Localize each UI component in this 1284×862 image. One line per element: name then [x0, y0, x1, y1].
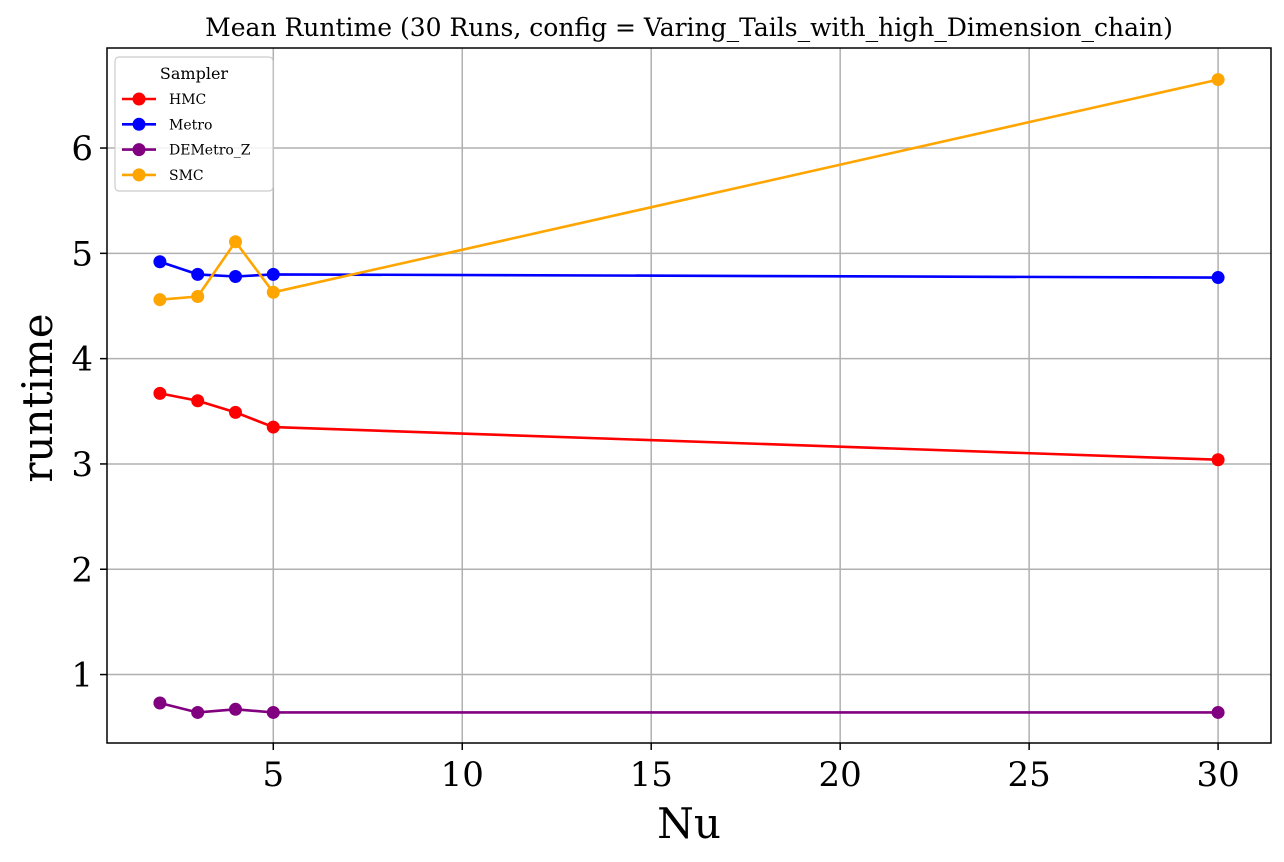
legend-marker-metro — [132, 117, 146, 131]
x-axis-ticks: 5 10 15 20 25 30 — [262, 743, 1240, 795]
y-tick-label: 3 — [71, 445, 93, 485]
legend-marker-smc — [132, 168, 146, 182]
data-point-smc — [153, 293, 167, 307]
series-line-smc — [159, 78, 1219, 301]
data-point-hmc — [1211, 453, 1225, 467]
x-tick-label: 15 — [630, 755, 673, 795]
legend-label-demetro-z: DEMetro_Z — [169, 143, 251, 159]
legend-label-metro: Metro — [169, 117, 212, 133]
data-point-metro — [1211, 271, 1225, 285]
grid-lines — [107, 48, 1271, 743]
y-axis-label: runtime — [13, 313, 62, 482]
y-tick-label: 2 — [71, 550, 93, 590]
x-tick-label: 30 — [1196, 755, 1239, 795]
legend: Sampler HMC Metro DEMetro_Z SMC — [114, 56, 274, 192]
legend-marker-hmc — [132, 92, 146, 106]
data-point-smc — [191, 290, 205, 304]
x-tick-label: 5 — [262, 755, 284, 795]
legend-label-smc: SMC — [169, 168, 204, 184]
data-point-metro — [191, 267, 205, 281]
data-point-demetro-z — [153, 696, 167, 710]
data-point-demetro-z — [191, 705, 205, 719]
legend-label-hmc: HMC — [169, 92, 206, 108]
legend-title: Sampler — [160, 64, 229, 83]
data-point-hmc — [191, 394, 205, 408]
data-point-metro — [153, 255, 167, 269]
legend-marker-demetro-z — [132, 143, 146, 157]
legend-box — [114, 56, 274, 192]
data-point-smc — [266, 285, 280, 299]
data-point-metro — [266, 267, 280, 281]
data-point-smc — [228, 235, 242, 249]
chart-title: Mean Runtime (30 Runs, config = Varing_T… — [205, 13, 1173, 42]
data-point-hmc — [266, 420, 280, 434]
x-axis-label: Nu — [657, 799, 721, 848]
y-tick-label: 1 — [71, 656, 93, 696]
x-tick-label: 10 — [441, 755, 484, 795]
x-tick-label: 25 — [1007, 755, 1050, 795]
data-point-metro — [228, 270, 242, 284]
series-line-metro — [159, 260, 1219, 279]
y-tick-label: 4 — [71, 340, 93, 380]
data-point-demetro-z — [266, 705, 280, 719]
series-line-demetro-z — [159, 701, 1219, 714]
y-axis-ticks: 1 2 3 4 5 6 — [71, 129, 107, 696]
data-point-hmc — [153, 386, 167, 400]
series-line-hmc — [159, 392, 1219, 462]
data-point-smc — [1211, 73, 1225, 87]
data-point-demetro-z — [228, 702, 242, 716]
y-tick-label: 5 — [71, 234, 93, 274]
series-lines — [159, 78, 1219, 714]
data-point-hmc — [228, 405, 242, 419]
x-tick-label: 20 — [819, 755, 862, 795]
data-point-demetro-z — [1211, 705, 1225, 719]
y-tick-label: 6 — [71, 129, 93, 169]
series-points — [153, 73, 1225, 719]
plot-area-frame — [106, 47, 1272, 744]
